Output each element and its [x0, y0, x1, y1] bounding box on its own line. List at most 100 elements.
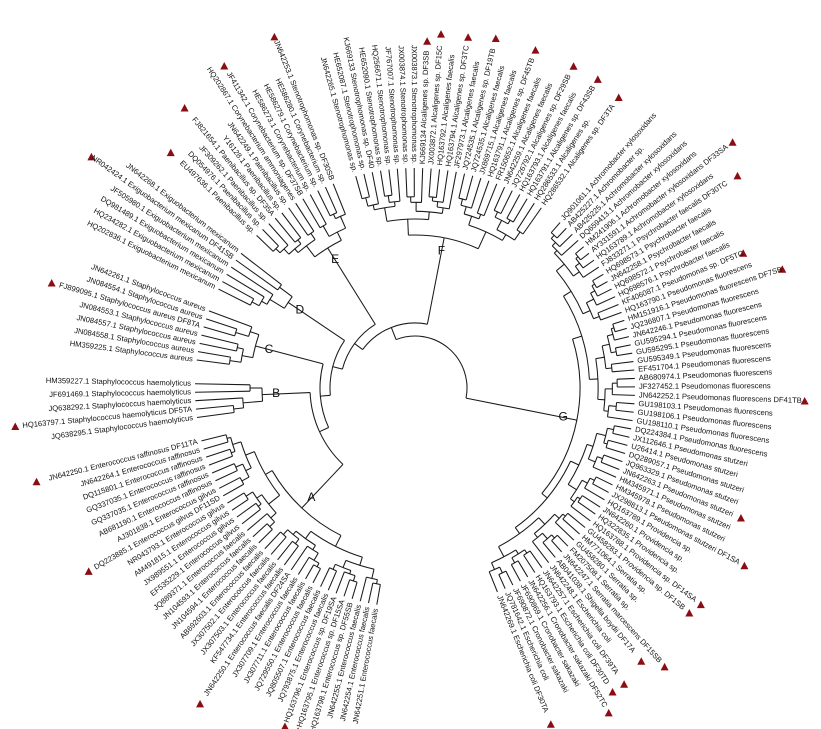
internal-branch [283, 248, 290, 255]
internal-arc [493, 209, 502, 215]
leaf-branch [597, 303, 619, 314]
clade-label-b: B [272, 386, 280, 400]
internal-branch [498, 546, 505, 558]
leaf-branch [363, 173, 370, 198]
leaf-branch [264, 531, 281, 550]
internal-arc [603, 388, 606, 411]
tree-branches [195, 167, 635, 605]
internal-arc [574, 266, 584, 278]
leaf-branch [600, 461, 620, 470]
internal-arc [477, 212, 485, 217]
leaf-branch [556, 227, 567, 239]
internal-arc [288, 243, 302, 255]
isolate-marker-triangle [47, 279, 56, 287]
internal-branch [365, 197, 369, 207]
leaf-branch [614, 327, 627, 333]
isolate-marker-triangle [220, 61, 229, 70]
leaf-branch [600, 311, 622, 321]
internal-branch [501, 234, 507, 241]
internal-branch [610, 351, 617, 354]
clade-stem [301, 474, 334, 509]
internal-arc [614, 347, 618, 356]
isolate-marker-triangle [423, 37, 432, 45]
leaf-branch [476, 180, 490, 214]
internal-branch [226, 436, 231, 439]
leaf-branch [195, 397, 243, 402]
isolate-marker-triangle [740, 561, 749, 570]
leaf-branch [405, 168, 408, 197]
internal-arc [297, 239, 316, 254]
isolate-marker-triangle [180, 104, 189, 112]
leaf-branch [203, 441, 229, 450]
backbone-stem [332, 464, 344, 476]
clade-stem [327, 247, 376, 325]
leaf-branch [556, 534, 569, 547]
internal-branch [575, 262, 580, 267]
leaf-branch [211, 463, 235, 474]
internal-arc [272, 245, 279, 252]
isolate-marker-triangle [32, 477, 41, 486]
internal-branch [595, 356, 605, 360]
internal-arc [307, 230, 315, 236]
internal-branch [322, 225, 330, 237]
leaf-branch [295, 202, 315, 232]
clade-stem [465, 397, 577, 421]
internal-branch [596, 432, 606, 437]
leaf-branch [561, 239, 579, 256]
internal-branch [563, 290, 572, 297]
leaf-branch [317, 190, 331, 217]
leaf-branch [542, 542, 556, 558]
internal-branch [313, 552, 319, 561]
internal-branch [279, 286, 293, 298]
internal-arc [240, 348, 244, 363]
internal-branch [243, 400, 263, 404]
internal-branch [312, 545, 316, 550]
leaf-branch [592, 466, 617, 478]
internal-arc [460, 204, 472, 209]
leaf-branch [388, 169, 393, 196]
internal-arc [319, 223, 327, 229]
internal-branch [275, 248, 281, 254]
internal-branch [305, 245, 316, 258]
internal-arc [551, 245, 562, 256]
internal-arc [489, 566, 500, 573]
internal-branch [556, 263, 565, 272]
internal-arc [610, 364, 613, 372]
leaf-labels: JN642251.1 Enterococcus faecalisJN642254… [22, 36, 802, 729]
leaf-branch [227, 492, 245, 504]
internal-branch [231, 450, 236, 454]
leaf-branch [240, 252, 282, 286]
internal-branch [428, 211, 430, 220]
leaf-branch [562, 518, 580, 535]
leaf-branch [428, 168, 432, 197]
leaf-branch [367, 582, 374, 604]
leaf-branch [612, 394, 635, 396]
leaf-branch [252, 523, 268, 538]
isolate-marker-triangle [778, 265, 787, 273]
internal-arc [266, 513, 275, 523]
internal-branch [514, 231, 521, 241]
internal-branch [241, 476, 250, 482]
leaf-branch [512, 198, 528, 223]
internal-branch [349, 570, 352, 575]
leaf-branch [218, 477, 241, 489]
leaf-branch [196, 359, 230, 365]
internal-branch [597, 456, 603, 460]
internal-arc [506, 217, 514, 223]
internal-branch [541, 493, 548, 499]
internal-branch [376, 579, 378, 584]
internal-branch [507, 219, 511, 225]
internal-branch [265, 470, 273, 475]
internal-branch [332, 213, 337, 219]
internal-branch [249, 331, 260, 336]
internal-arc [261, 387, 264, 402]
isolate-marker-triangle [604, 708, 613, 717]
internal-branch [235, 463, 243, 468]
internal-arc [234, 328, 238, 337]
internal-arc [592, 456, 598, 468]
clade-stem [426, 237, 445, 325]
leaf-branch [575, 246, 585, 255]
internal-branch [352, 575, 356, 582]
internal-arc [516, 229, 524, 235]
internal-branch [511, 557, 516, 564]
